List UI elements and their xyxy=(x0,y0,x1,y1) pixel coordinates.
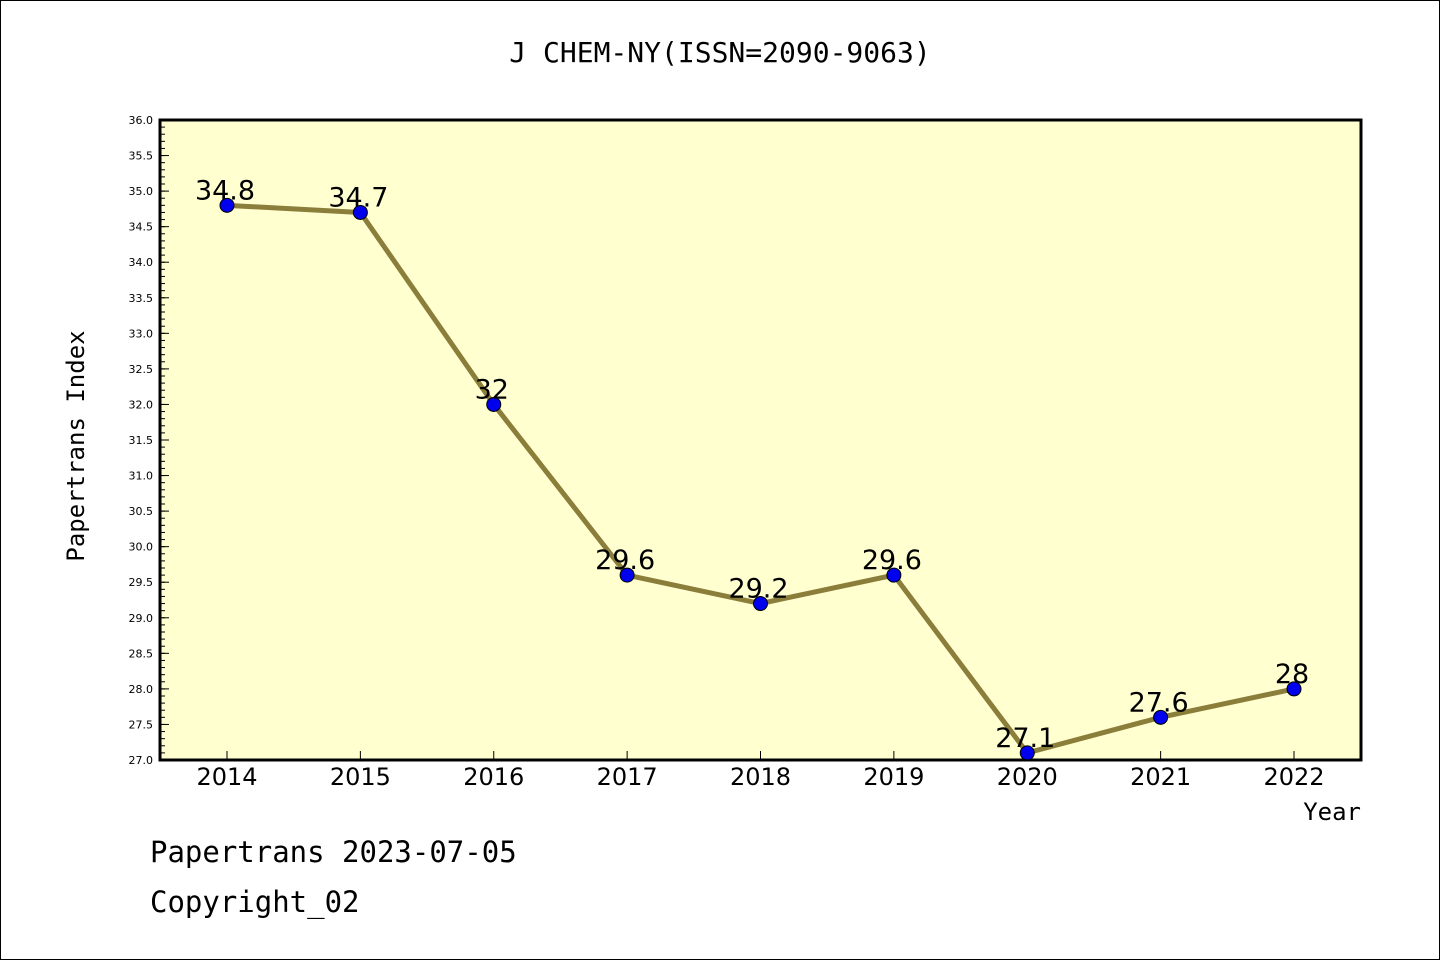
data-point xyxy=(1153,709,1169,725)
y-tick-label: 33.5 xyxy=(129,292,154,305)
y-axis-title: Papertrans Index xyxy=(62,330,90,561)
x-axis-title: Year xyxy=(1303,798,1361,826)
data-point xyxy=(1286,681,1302,697)
y-tick-label: 35.0 xyxy=(129,185,154,198)
data-label: 27.1 xyxy=(995,723,1055,754)
y-tick-label: 30.5 xyxy=(129,505,154,518)
y-tick-label: 32.5 xyxy=(129,363,154,376)
y-tick-label: 34.5 xyxy=(129,221,154,234)
plot-border xyxy=(158,118,1363,762)
y-tick-label: 33.0 xyxy=(129,327,154,340)
x-tick-label: 2018 xyxy=(730,763,791,791)
footer-date: Papertrans 2023-07-05 xyxy=(150,835,517,869)
data-label: 29.6 xyxy=(595,545,655,576)
y-tick-label: 34.0 xyxy=(129,256,154,269)
footer-copyright: Copyright_02 xyxy=(150,885,360,919)
x-tick-label: 2021 xyxy=(1130,763,1191,791)
y-tick-label: 27.5 xyxy=(129,718,154,731)
y-tick-label: 28.5 xyxy=(129,647,154,660)
data-point xyxy=(352,204,368,220)
data-point xyxy=(886,567,902,583)
data-point xyxy=(219,197,235,213)
data-label: 29.2 xyxy=(728,574,788,605)
y-tick-label: 36.0 xyxy=(129,114,154,127)
chart-title: J CHEM-NY(ISSN=2090-9063) xyxy=(509,36,931,69)
y-tick-label: 31.5 xyxy=(129,434,154,447)
plot-area xyxy=(160,120,1361,760)
y-tick-label: 31.0 xyxy=(129,470,154,483)
y-tick-label: 28.0 xyxy=(129,683,154,696)
y-tick-label: 27.0 xyxy=(129,754,154,767)
x-tick-label: 2014 xyxy=(196,763,257,791)
x-tick-label: 2022 xyxy=(1263,763,1324,791)
data-label: 34.7 xyxy=(328,182,388,213)
x-tick-label: 2019 xyxy=(863,763,924,791)
data-label: 28 xyxy=(1275,659,1309,690)
x-tick-label: 2020 xyxy=(997,763,1058,791)
data-point xyxy=(1019,745,1035,761)
data-label: 34.8 xyxy=(195,175,255,206)
data-label: 29.6 xyxy=(862,545,922,576)
y-tick-label: 29.0 xyxy=(129,612,154,625)
data-label: 32 xyxy=(475,374,509,405)
y-tick-label: 30.0 xyxy=(129,541,154,554)
data-point xyxy=(486,396,502,412)
y-tick-label: 32.0 xyxy=(129,398,154,411)
x-tick-label: 2016 xyxy=(463,763,524,791)
data-label: 27.6 xyxy=(1129,687,1189,718)
data-point xyxy=(619,567,635,583)
data-point xyxy=(753,596,768,612)
x-tick-label: 2015 xyxy=(330,763,391,791)
y-tick-label: 29.5 xyxy=(129,576,154,589)
x-tick-label: 2017 xyxy=(597,763,658,791)
y-tick-label: 35.5 xyxy=(129,150,154,163)
